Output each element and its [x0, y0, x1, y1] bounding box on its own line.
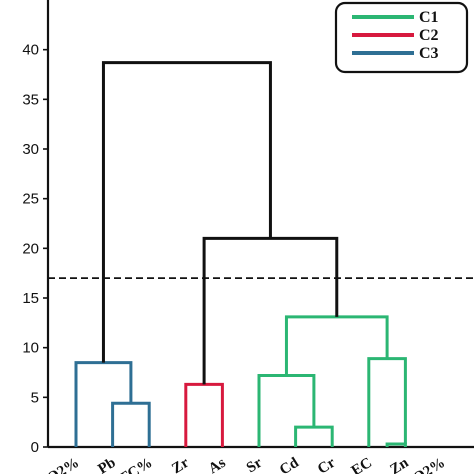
y-tick-label: 25	[22, 191, 39, 208]
dendrogram-links	[74, 61, 407, 447]
y-tick-label: 0	[31, 439, 39, 456]
dendrogram-link	[184, 382, 224, 447]
leaf-label: Pb	[95, 455, 118, 474]
y-tick-label: 5	[31, 389, 39, 406]
leaf-label: As	[206, 455, 229, 474]
y-tick-label: 15	[22, 290, 39, 307]
dendrogram-link	[74, 361, 133, 447]
legend-box	[334, 1, 469, 74]
dendrogram-link	[111, 401, 151, 447]
dendrogram-link	[367, 357, 407, 447]
leaf-label: TC%	[116, 455, 155, 474]
dendrogram-link	[385, 442, 407, 447]
y-tick-label: 20	[22, 240, 39, 257]
legend-label: C3	[419, 45, 439, 62]
y-tick-label: 10	[22, 340, 39, 357]
legend-label: C1	[419, 9, 439, 26]
dendrogram-link	[284, 315, 389, 376]
y-tick-label: 30	[22, 141, 39, 158]
dendrogram-link	[257, 373, 316, 447]
leaf-label: Cr	[315, 455, 339, 474]
y-tick-label: 40	[22, 42, 39, 59]
y-axis: 0 5 10 15 20 25 30 35 40	[22, 0, 474, 456]
leaf-label: Sr	[244, 455, 265, 474]
dendrogram-link	[294, 425, 334, 447]
leaf-label: TiO2%	[33, 455, 82, 474]
legend-label: C2	[419, 27, 439, 44]
y-tick-label: 35	[22, 91, 39, 108]
leaf-label: Zn	[387, 454, 412, 474]
dendrogram-link	[202, 236, 339, 385]
leaf-label: EC	[349, 455, 375, 474]
leaf-label: Zr	[169, 455, 192, 474]
dendrogram-link	[101, 61, 272, 363]
leaf-label: Cd	[277, 454, 302, 474]
